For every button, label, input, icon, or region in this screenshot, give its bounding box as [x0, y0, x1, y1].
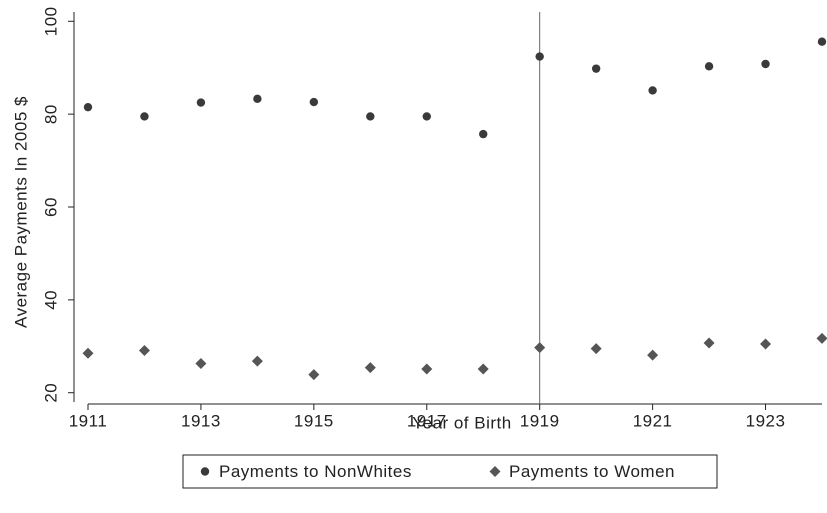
point — [817, 37, 827, 46]
point — [647, 349, 659, 361]
point — [82, 347, 94, 359]
point — [421, 363, 433, 375]
point — [534, 342, 546, 354]
x-tick-label: 1917 — [407, 411, 447, 430]
point — [253, 94, 262, 104]
point — [760, 338, 772, 350]
point — [140, 112, 149, 121]
point — [648, 86, 657, 95]
y-tick-label: 80 — [41, 104, 60, 124]
x-tick-label: 1913 — [181, 411, 221, 430]
x-axis-label: Year of Birth — [412, 413, 511, 432]
point — [83, 102, 93, 112]
point — [196, 98, 206, 107]
y-tick-label: 40 — [41, 290, 60, 310]
x-tick-label: 1923 — [746, 411, 786, 430]
y-axis-label: Average Payments In 2005 $ — [11, 96, 30, 328]
x-tick-label: 1911 — [69, 411, 108, 430]
point — [366, 112, 375, 121]
point — [591, 64, 601, 73]
legend-marker — [200, 467, 210, 476]
point — [590, 343, 602, 355]
x-tick-label: 1915 — [294, 411, 334, 430]
point — [703, 337, 715, 349]
legend-marker — [489, 466, 501, 477]
point — [309, 97, 319, 107]
point — [535, 52, 544, 61]
legend-label: Payments to Women — [509, 462, 675, 481]
point — [816, 332, 827, 344]
point — [251, 355, 263, 367]
point — [308, 369, 320, 381]
point — [479, 129, 488, 139]
y-tick-label: 20 — [41, 383, 60, 403]
x-tick-label: 1921 — [633, 411, 673, 430]
y-tick-label: 60 — [41, 197, 60, 217]
point — [364, 362, 376, 374]
legend-label: Payments to NonWhites — [219, 462, 412, 481]
legend-box — [182, 454, 718, 489]
point — [422, 112, 431, 121]
point — [477, 363, 489, 375]
point — [761, 59, 770, 69]
point — [195, 357, 207, 369]
y-tick-label: 100 — [41, 6, 60, 36]
point — [138, 344, 150, 356]
x-tick-label: 1919 — [520, 411, 560, 430]
point — [704, 62, 714, 71]
